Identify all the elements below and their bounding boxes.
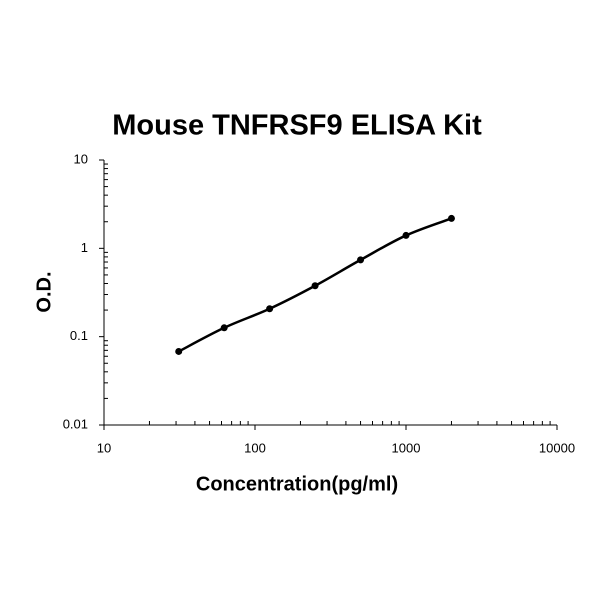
point [311,282,319,290]
point [402,231,410,239]
x-axis-label: Concentration(pg/ml) [196,473,398,495]
point [220,324,228,332]
point [447,214,455,222]
y-tick-label: 1 [81,240,88,255]
x-tick-label: 10 [97,440,111,455]
point [266,305,274,313]
point [175,347,183,355]
x-tick-label: 100 [244,440,266,455]
point [357,256,365,264]
y-tick-label: 0.01 [63,416,88,431]
x-tick-label: 10000 [539,440,575,455]
y-tick-label: 10 [74,151,88,166]
y-tick-label: 0.1 [70,328,88,343]
chart-title: Mouse TNFRSF9 ELISA Kit [112,110,482,142]
x-tick-label: 1000 [392,440,421,455]
y-axis-label: O.D. [33,271,55,312]
